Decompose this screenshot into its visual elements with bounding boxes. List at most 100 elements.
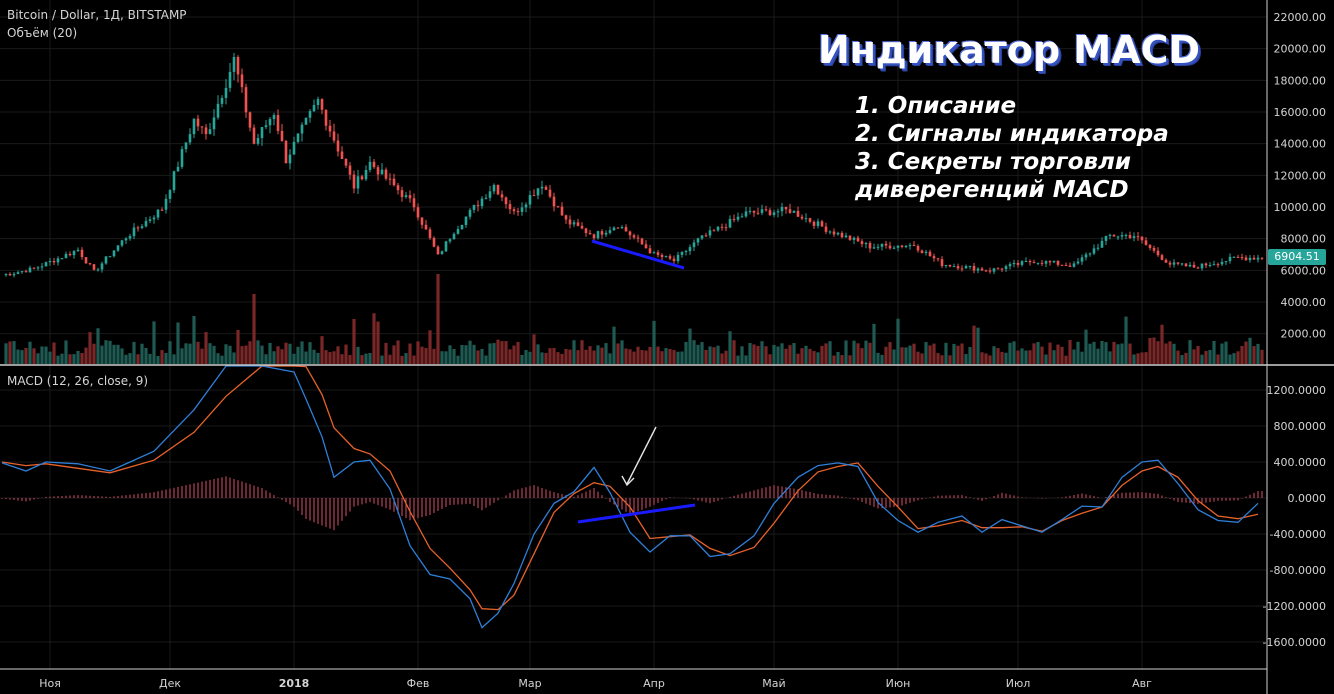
volume-bar: [956, 345, 960, 364]
candle: [48, 261, 52, 263]
candle: [224, 87, 228, 98]
volume-bar: [480, 348, 484, 364]
candle: [364, 169, 368, 180]
volume-bar: [512, 345, 516, 364]
volume-bar: [932, 343, 936, 364]
volume-bar: [1140, 352, 1144, 364]
time-axis[interactable]: Ноя Дек 2018 Фев Мар Апр Май Июн Июл Авг: [39, 677, 1152, 690]
volume-bar: [488, 343, 492, 364]
candle: [1112, 234, 1116, 237]
volume-bar: [1256, 343, 1260, 364]
candle: [1096, 247, 1100, 249]
volume-bar: [80, 353, 84, 364]
volume-bar: [12, 341, 16, 364]
last-price-tag: 6904.51: [1268, 249, 1326, 265]
volume-bar: [460, 345, 464, 364]
candle: [876, 246, 880, 248]
volume-bar: [384, 342, 388, 364]
candle: [1024, 261, 1028, 263]
candle: [1188, 264, 1192, 267]
volume-bar: [176, 322, 180, 364]
volume-bar: [64, 340, 68, 364]
macd-tick-label: -1200.0000: [1263, 600, 1326, 613]
candle: [232, 56, 236, 72]
macd-indicator-label[interactable]: MACD (12, 26, close, 9): [7, 374, 149, 388]
candle: [216, 103, 220, 118]
volume-bar: [908, 345, 912, 364]
volume-bar: [1016, 350, 1020, 364]
candle: [600, 231, 604, 235]
time-tick-label: Авг: [1132, 677, 1152, 690]
volume-bar: [828, 341, 832, 364]
volume-bar: [764, 346, 768, 364]
volume-bar: [360, 355, 364, 364]
candle: [92, 264, 96, 270]
volume-bar: [748, 343, 752, 364]
volume-bar: [1152, 337, 1156, 364]
volume-bar: [920, 353, 924, 364]
price-axis[interactable]: 2000.00 4000.00 6000.00 8000.00 10000.00 1200…: [1274, 11, 1327, 341]
candle: [188, 134, 192, 143]
candle: [644, 244, 648, 249]
volume-bar: [416, 341, 420, 364]
volume-bar: [636, 346, 640, 364]
volume-bar: [820, 345, 824, 364]
candle: [912, 245, 916, 247]
volume-bar: [1008, 342, 1012, 364]
candle: [1152, 248, 1156, 251]
volume-bar: [788, 345, 792, 364]
price-tick-label: 16000.00: [1274, 106, 1327, 119]
candle: [844, 235, 848, 238]
volume-bar: [440, 351, 444, 364]
candle: [960, 268, 964, 270]
candle: [1208, 264, 1212, 266]
volume-bar: [644, 350, 648, 364]
candle: [716, 226, 720, 231]
volume-bar: [676, 351, 680, 364]
volume-bar: [84, 347, 88, 364]
volume-bar: [40, 346, 44, 364]
volume-bar: [120, 348, 124, 364]
candle: [652, 252, 656, 254]
candle: [692, 242, 696, 248]
candle: [1252, 257, 1256, 260]
candle: [536, 188, 540, 196]
volume-bar: [476, 350, 480, 364]
candle: [800, 216, 804, 219]
candle: [180, 149, 184, 167]
macd-tick-label: 1200.0000: [1267, 384, 1327, 397]
candle: [120, 240, 124, 246]
volume-bar: [812, 351, 816, 364]
volume-bar: [4, 343, 8, 364]
candle: [1100, 240, 1104, 248]
volume-bar: [412, 355, 416, 364]
candle: [28, 267, 32, 273]
macd-tick-label: 400.0000: [1274, 456, 1327, 469]
candle: [920, 250, 924, 253]
candle: [512, 209, 516, 212]
candle: [108, 256, 112, 258]
candle: [508, 204, 512, 210]
volume-bar: [396, 340, 400, 364]
price-tick-label: 4000.00: [1281, 296, 1327, 309]
volume-bar: [264, 354, 268, 364]
candle: [280, 130, 284, 141]
symbol-title[interactable]: Bitcoin / Dollar, 1Д, BITSTAMP: [7, 8, 187, 22]
volume-bar: [888, 342, 892, 364]
candle: [344, 159, 348, 166]
candle: [156, 209, 160, 218]
volume-bar: [92, 343, 96, 364]
time-tick-label: Ноя: [39, 677, 61, 690]
volume-bar: [1184, 352, 1188, 364]
volume-bar: [524, 350, 528, 364]
candle: [992, 268, 996, 272]
volume-bar: [96, 328, 100, 364]
volume-bar: [436, 274, 440, 364]
volume-bar: [868, 342, 872, 364]
volume-bar: [1136, 353, 1140, 364]
macd-axis[interactable]: -1600.0000 -1200.0000 -800.0000 -400.0000 0.…: [1263, 384, 1326, 649]
volume-bar: [444, 351, 448, 364]
volume-bar: [392, 345, 396, 364]
volume-indicator-label[interactable]: Объём (20): [7, 26, 78, 40]
